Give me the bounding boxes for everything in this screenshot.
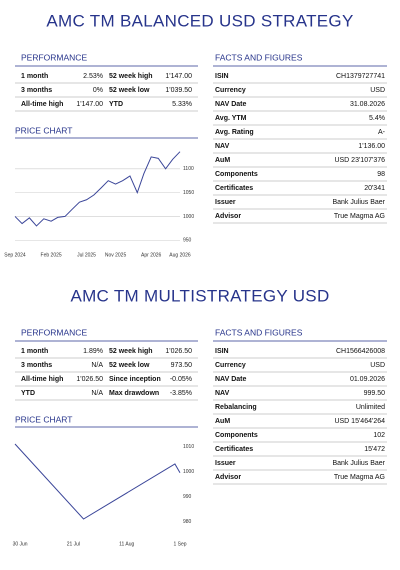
x-tick-label: Jul 2025 [77,252,96,258]
fact-label: Issuer [215,199,236,206]
perf-value: 1'026.50 [76,376,103,383]
fact-value: Unlimited [356,404,385,411]
price-line [14,151,181,227]
fact-label: ISIN [215,73,229,80]
fact-label: Currency [215,87,246,94]
fact-label: NAV Date [215,376,246,383]
fact-label: Certificates [215,446,253,453]
fact-label: Components [215,432,258,439]
fact-value: USD [370,87,385,94]
perf-value: 1'147.00 [76,101,103,108]
fact-value: Bank Julius Baer [332,460,385,467]
fact-value: 999.50 [364,390,386,397]
fact-label: Rebalancing [215,404,257,411]
fact-value: 01.09.2026 [350,376,385,383]
fact-value: USD 23'107'376 [334,157,385,164]
x-tick-label: 11 Aug [119,541,134,547]
perf-label: Max drawdown [109,390,159,397]
perf-value: 1'147.00 [165,73,192,80]
section-title: AMC TM MULTISTRATEGY USD [70,286,329,305]
y-tick-label: 1000 [183,214,194,220]
perf-label: 52 week low [109,87,150,94]
perf-label: 52 week high [109,348,153,355]
section-header: PERFORMANCE [21,52,87,62]
perf-value: N/A [91,390,103,397]
y-tick-label: 1000 [183,469,194,475]
fact-value: USD 15'464'264 [334,418,385,425]
perf-label: 1 month [21,348,48,355]
fact-value: USD [370,362,385,369]
perf-label: 52 week high [109,73,153,80]
fact-value: CH1566426008 [336,348,385,355]
fact-label: AuM [215,157,230,164]
x-tick-label: 21 Jul [67,541,80,547]
y-tick-label: 1100 [183,166,194,172]
fact-label: ISIN [215,348,229,355]
y-tick-label: 980 [183,519,192,525]
fact-label: Avg. Rating [215,129,254,136]
section-header: FACTS AND FIGURES [215,52,303,62]
fact-value: 20'341 [364,185,385,192]
fact-value: Bank Julius Baer [332,199,385,206]
fact-value: 1'136.00 [358,143,385,150]
fact-value: 98 [377,171,385,178]
perf-value: 0% [93,87,103,94]
fact-value: True Magma AG [334,474,385,481]
section-header: FACTS AND FIGURES [215,327,303,337]
fact-label: Components [215,171,258,178]
section-header: PRICE CHART [15,414,72,424]
section-header: PRICE CHART [15,125,72,135]
fact-label: AuM [215,418,230,425]
fact-value: 15'472 [364,446,385,453]
perf-label: All-time high [21,101,63,108]
perf-value: 2.53% [83,73,103,80]
perf-value: 1'039.50 [165,87,192,94]
fact-label: NAV [215,143,230,150]
perf-label: 3 months [21,87,52,94]
x-tick-label: Aug 2026 [169,252,191,258]
fact-label: Avg. YTM [215,115,247,122]
perf-value: -3.85% [170,390,192,397]
section-header: PERFORMANCE [21,327,87,337]
x-tick-label: Nov 2025 [105,252,127,258]
fact-label: NAV [215,390,230,397]
x-tick-label: 30 Jun [13,541,28,547]
x-tick-label: 1 Sep [173,541,186,547]
fact-value: A- [378,129,386,136]
fact-label: Advisor [215,213,241,220]
fact-value: 102 [373,432,385,439]
perf-label: 1 month [21,73,48,80]
perf-value: N/A [91,362,103,369]
perf-label: All-time high [21,376,63,383]
x-tick-label: Sep 2024 [4,252,26,258]
fact-label: Issuer [215,460,236,467]
y-tick-label: 1010 [183,444,194,450]
fact-value: 31.08.2026 [350,101,385,108]
perf-value: 1'026.50 [165,348,192,355]
perf-value: 973.50 [171,362,193,369]
section-title: AMC TM BALANCED USD STRATEGY [46,11,353,30]
perf-label: 3 months [21,362,52,369]
perf-label: Since inception [109,376,161,383]
y-tick-label: 950 [183,238,192,244]
perf-value: -0.05% [170,376,192,383]
fact-value: 5.4% [369,115,385,122]
fact-value: CH1379727741 [336,73,385,80]
x-tick-label: Feb 2025 [41,252,62,258]
fact-label: Currency [215,362,246,369]
x-tick-label: Apr 2026 [141,252,162,258]
perf-label: YTD [109,101,123,108]
price-line [14,443,181,520]
perf-value: 5.33% [172,101,192,108]
fact-value: True Magma AG [334,213,385,220]
fact-label: Advisor [215,474,241,481]
y-tick-label: 1050 [183,190,194,196]
fact-label: Certificates [215,185,253,192]
perf-label: YTD [21,390,35,397]
perf-value: 1.89% [83,348,103,355]
y-tick-label: 990 [183,494,192,500]
fact-label: NAV Date [215,101,246,108]
perf-label: 52 week low [109,362,150,369]
